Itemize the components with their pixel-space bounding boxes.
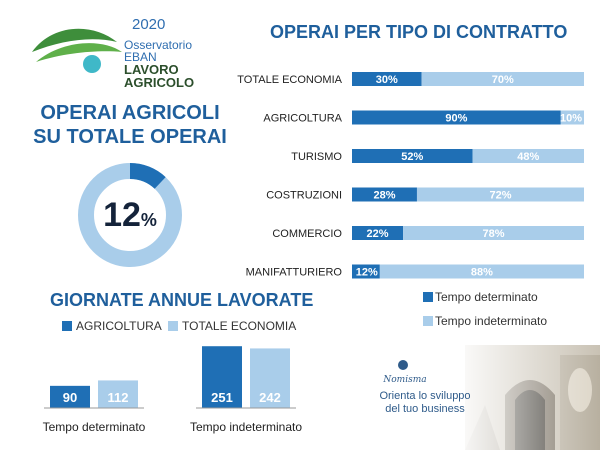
row-label: MANIFATTURIERO — [246, 267, 343, 279]
bar-totale-0 — [98, 380, 138, 408]
bar-value-label: 90 — [63, 390, 77, 405]
stack-segment-indeterminato — [403, 226, 584, 240]
stack-value-label: 70% — [492, 74, 514, 86]
stack-value-label: 48% — [517, 151, 539, 163]
stack-segment-determinato — [352, 264, 380, 279]
stack-value-label: 52% — [401, 151, 423, 163]
donut-percentage: 12% — [80, 196, 180, 235]
legend-swatch-determinato — [423, 292, 433, 302]
category-label: Tempo determinato — [43, 420, 146, 434]
stack-value-label: 88% — [471, 267, 493, 279]
legend-swatch-totale — [168, 321, 178, 331]
donut-value-arc — [78, 163, 182, 267]
donut-value: 12 — [103, 196, 141, 234]
nomisma-brand: Nomisma — [383, 375, 427, 385]
stack-segment-indeterminato — [416, 187, 584, 202]
stack-segment-determinato — [352, 110, 561, 125]
logo-text-eban: EBAN — [124, 50, 157, 64]
logo-text-osservatorio: Osservatorio — [124, 38, 193, 52]
legend-label-determinato: Tempo determinato — [435, 290, 538, 304]
logo-year: 2020 — [132, 16, 166, 33]
row-label: COMMERCIO — [272, 228, 342, 240]
stack-segment-determinato — [352, 72, 422, 86]
row-label: TURISMO — [291, 151, 342, 163]
stack-segment-determinato — [352, 226, 404, 240]
row-label: TOTALE ECONOMIA — [237, 74, 342, 86]
giornate-title: GIORNATE ANNUE LAVORATE — [50, 290, 314, 310]
bar-value-label: 112 — [108, 390, 129, 405]
nomisma-tagline-line1: Orienta lo sviluppo — [379, 390, 471, 402]
bar-value-label: 251 — [211, 390, 233, 405]
bar-totale-1 — [250, 348, 290, 408]
category-label: Tempo indeterminato — [190, 420, 302, 434]
bar-agricoltura-1 — [202, 346, 242, 408]
stack-segment-indeterminato — [472, 149, 584, 163]
logo-text-agricolo: AGRICOLO — [124, 75, 195, 90]
stack-value-label: 78% — [483, 228, 505, 240]
donut-chart — [78, 163, 182, 267]
legend-label-agricoltura: AGRICOLTURA — [76, 319, 162, 333]
eban-logo — [32, 28, 122, 73]
contratto-title: OPERAI PER TIPO DI CONTRATTO — [270, 22, 568, 42]
legend-label-indeterminato: Tempo indeterminato — [435, 314, 548, 328]
bar-value-label: 242 — [259, 390, 281, 405]
donut-title-line1: OPERAI AGRICOLI — [40, 102, 220, 124]
donut-title-line2: SU TOTALE OPERAI — [33, 126, 227, 148]
legend-label-totale: TOTALE ECONOMIA — [182, 319, 297, 333]
logo-text-lavoro: LAVORO — [124, 62, 179, 77]
stack-segment-indeterminato — [560, 110, 584, 125]
row-label: COSTRUZIONI — [266, 190, 342, 202]
legend-swatch-agricoltura — [62, 321, 72, 331]
stack-value-label: 22% — [367, 228, 389, 240]
bar-agricoltura-0 — [50, 385, 90, 408]
legend-swatch-indeterminato — [423, 316, 433, 326]
stack-segment-indeterminato — [421, 72, 584, 86]
stack-value-label: 28% — [373, 190, 395, 202]
stack-value-label: 12% — [356, 267, 378, 279]
contratto-stacked-chart: TOTALE ECONOMIA 30% 70% AGRICOLTURA 90% 10% TU… — [237, 72, 584, 279]
stack-value-label: 30% — [376, 74, 398, 86]
nomisma-emblem-icon — [398, 360, 408, 370]
stack-value-label: 10% — [560, 113, 582, 125]
stack-segment-determinato — [352, 187, 417, 202]
stack-segment-indeterminato — [379, 264, 584, 279]
stack-segment-determinato — [352, 149, 473, 163]
row-label: AGRICOLTURA — [263, 113, 342, 125]
donut-unit: % — [140, 210, 157, 230]
giornate-bar-chart: 90 112 Tempo determinato 251 242 Tempo indete… — [43, 346, 302, 434]
stack-value-label: 90% — [445, 113, 467, 125]
stack-value-label: 72% — [489, 190, 511, 202]
nomisma-photo-banner — [355, 345, 600, 450]
nomisma-tagline-line2: del tuo business — [385, 403, 465, 415]
